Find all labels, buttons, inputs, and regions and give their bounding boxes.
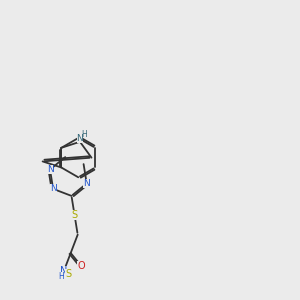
Text: H: H: [58, 272, 64, 281]
Text: N: N: [60, 266, 68, 276]
Text: N: N: [50, 184, 56, 194]
Text: N: N: [46, 165, 53, 174]
Text: N: N: [83, 179, 90, 188]
Text: S: S: [65, 269, 71, 279]
Text: H: H: [82, 130, 88, 139]
Text: N: N: [76, 134, 83, 143]
Text: S: S: [71, 210, 78, 220]
Text: O: O: [77, 261, 85, 271]
